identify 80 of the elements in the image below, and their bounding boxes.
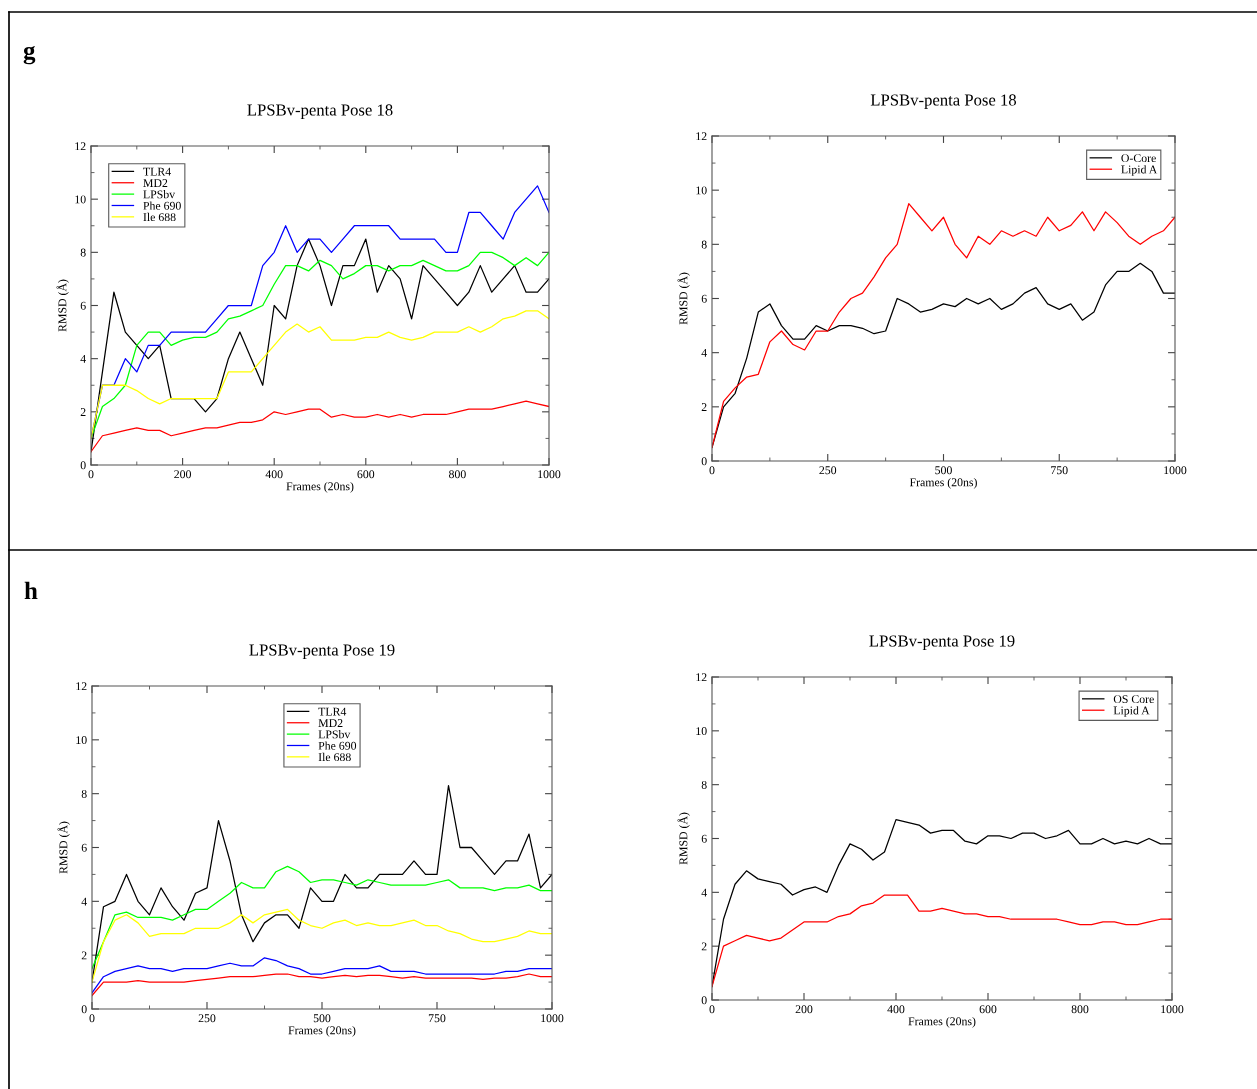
legend-label: TLR4 bbox=[143, 167, 171, 176]
line-series bbox=[92, 865, 552, 970]
x-tick-label: 200 bbox=[795, 1005, 813, 1014]
y-tick-label: 6 bbox=[701, 834, 707, 843]
chart-title: LPSBv-penta Pose 19 bbox=[249, 644, 395, 659]
x-tick-label: 500 bbox=[313, 1014, 331, 1023]
x-tick-label: 0 bbox=[709, 1005, 715, 1014]
y-tick-label: 4 bbox=[80, 354, 86, 363]
y-axis-title: RMSD (Å) bbox=[57, 821, 70, 874]
x-tick-label: 0 bbox=[89, 1014, 95, 1023]
legend-label: Phe 690 bbox=[318, 741, 357, 750]
x-tick-label: 400 bbox=[265, 470, 283, 479]
legend-label: LPSbv bbox=[143, 190, 176, 199]
x-tick-label: 800 bbox=[449, 470, 466, 479]
text: g bbox=[23, 45, 36, 65]
x-tick-label: 600 bbox=[979, 1005, 997, 1014]
x-tick-label: 0 bbox=[709, 466, 715, 475]
x-tick-label: 500 bbox=[935, 466, 952, 475]
y-tick-label: 12 bbox=[75, 142, 86, 151]
x-axis-title: Frames (20ns) bbox=[288, 1025, 356, 1037]
x-tick-label: 750 bbox=[1051, 466, 1068, 475]
y-tick-label: 10 bbox=[76, 736, 87, 745]
y-tick-label: 0 bbox=[701, 996, 707, 1005]
y-tick-label: 8 bbox=[81, 789, 87, 798]
y-axis-title: RMSD (Å) bbox=[677, 272, 690, 325]
text: h bbox=[24, 581, 38, 600]
legend-label: MD2 bbox=[143, 179, 168, 187]
x-tick-label: 200 bbox=[174, 470, 191, 479]
x-tick-label: 1000 bbox=[1161, 1005, 1184, 1014]
x-tick-label: 1000 bbox=[538, 470, 561, 479]
chart-title: LPSBv-penta Pose 18 bbox=[247, 104, 393, 119]
x-tick-label: 400 bbox=[887, 1005, 905, 1014]
x-tick-label: 250 bbox=[198, 1014, 216, 1023]
legend-label: O-Core bbox=[1121, 154, 1156, 163]
y-tick-label: 8 bbox=[80, 248, 86, 257]
x-tick-label: 600 bbox=[357, 470, 375, 479]
y-tick-label: 4 bbox=[701, 888, 707, 897]
line-series bbox=[92, 957, 552, 994]
y-tick-label: 12 bbox=[76, 682, 87, 691]
legend-label: OS Core bbox=[1113, 695, 1154, 704]
chart-title: LPSBv-penta Pose 18 bbox=[870, 94, 1017, 109]
line-series bbox=[91, 400, 549, 453]
x-tick-label: 1000 bbox=[1164, 466, 1187, 475]
legend-label: Lipid A bbox=[1121, 165, 1158, 176]
y-tick-label: 4 bbox=[701, 348, 707, 357]
x-tick-label: 800 bbox=[1071, 1005, 1089, 1014]
y-tick-label: 2 bbox=[81, 951, 87, 960]
x-tick-label: 250 bbox=[819, 466, 837, 475]
x-tick-label: 0 bbox=[88, 470, 94, 479]
y-axis-title: RMSD (Å) bbox=[677, 812, 690, 865]
legend-label: Lipid A bbox=[1113, 706, 1150, 717]
y-tick-label: 2 bbox=[80, 408, 86, 416]
legend-label: Phe 690 bbox=[143, 201, 181, 210]
y-tick-label: 12 bbox=[696, 132, 707, 141]
y-tick-label: 4 bbox=[81, 897, 87, 906]
x-tick-label: 1000 bbox=[541, 1014, 564, 1023]
legend-label: MD2 bbox=[318, 719, 343, 727]
y-tick-label: 12 bbox=[696, 673, 707, 682]
chart-title: LPSBv-penta Pose 19 bbox=[869, 635, 1015, 650]
y-tick-label: 8 bbox=[701, 240, 707, 249]
x-axis-title: Frames (20ns) bbox=[908, 1016, 976, 1028]
legend-label: Ile 688 bbox=[143, 212, 176, 222]
y-axis-title: RMSD (Å) bbox=[56, 279, 69, 332]
y-tick-label: 10 bbox=[696, 186, 707, 195]
x-axis-title: Frames (20ns) bbox=[286, 481, 354, 493]
legend-label: Ile 688 bbox=[318, 752, 351, 762]
legend-label: TLR4 bbox=[318, 707, 347, 716]
legend-label: LPSbv bbox=[318, 730, 351, 739]
x-axis-title: Frames (20ns) bbox=[909, 477, 977, 489]
x-tick-label: 750 bbox=[428, 1014, 446, 1023]
y-tick-label: 10 bbox=[75, 195, 86, 204]
y-tick-label: 6 bbox=[701, 294, 707, 303]
y-tick-label: 2 bbox=[701, 403, 707, 411]
y-tick-label: 0 bbox=[701, 457, 707, 466]
y-tick-label: 2 bbox=[701, 942, 707, 951]
y-tick-label: 6 bbox=[80, 301, 86, 310]
y-tick-label: 8 bbox=[701, 780, 707, 789]
y-tick-label: 6 bbox=[81, 843, 87, 852]
y-tick-label: 10 bbox=[696, 727, 707, 736]
line-series bbox=[92, 973, 552, 997]
